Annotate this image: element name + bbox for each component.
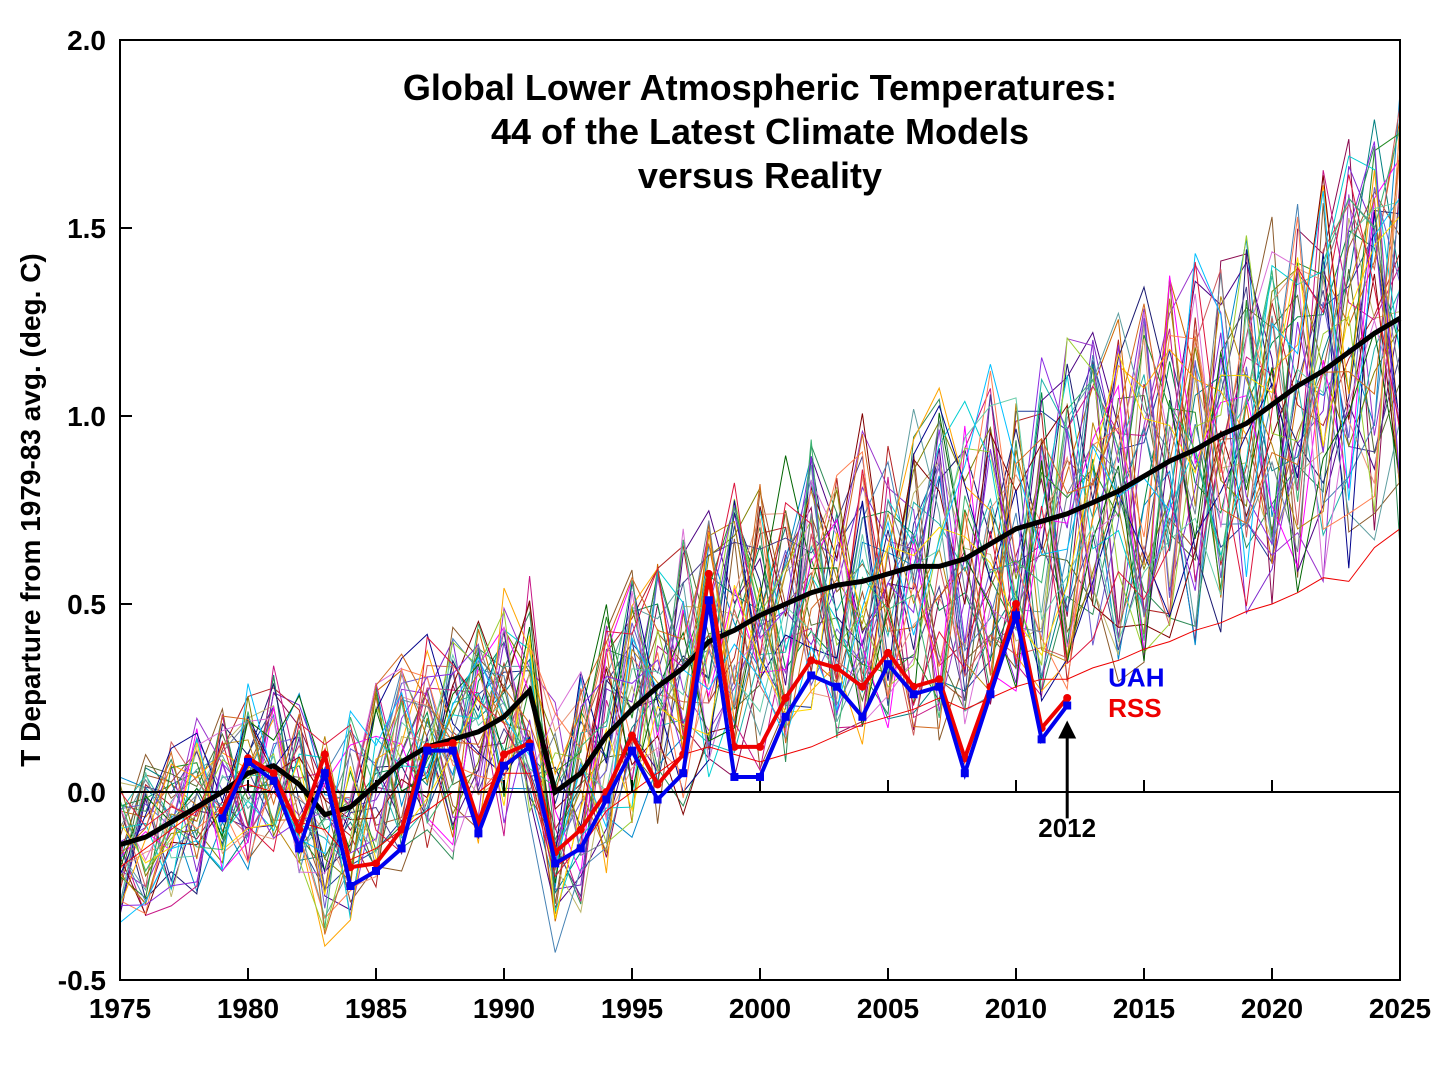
uah-marker (321, 769, 329, 777)
y-tick-label: 1.0 (67, 401, 106, 432)
rss-marker (577, 826, 585, 834)
rss-marker (884, 649, 892, 657)
uah-marker (346, 882, 354, 890)
rss-marker (858, 683, 866, 691)
rss-marker (782, 694, 790, 702)
uah-marker (449, 747, 457, 755)
uah-marker (526, 743, 534, 751)
uah-marker (756, 773, 764, 781)
x-tick-label: 1990 (473, 993, 535, 1024)
rss-marker (628, 732, 636, 740)
x-tick-label: 1985 (345, 993, 407, 1024)
annotation-arrow-head (1058, 721, 1076, 739)
uah-marker (218, 814, 226, 822)
rss-marker (1063, 694, 1071, 702)
rss-marker (705, 570, 713, 578)
uah-marker (679, 769, 687, 777)
chart-container: 1975 1980 1985 1990 1995 2000 2005 2010 2015 2020… (0, 0, 1440, 1080)
x-tick-label: 2020 (1241, 993, 1303, 1024)
rss-marker (500, 750, 508, 758)
model-lines-group (120, 93, 1400, 953)
uah-marker (398, 844, 406, 852)
x-tick-label: 2025 (1369, 993, 1431, 1024)
x-tick-label: 2010 (985, 993, 1047, 1024)
uah-marker (807, 671, 815, 679)
chart-title-line: 44 of the Latest Climate Models (491, 111, 1029, 152)
uah-marker (1012, 611, 1020, 619)
rss-marker (807, 656, 815, 664)
rss-marker (1012, 600, 1020, 608)
uah-marker (474, 829, 482, 837)
uah-marker (551, 859, 559, 867)
chart-title-line: versus Reality (638, 155, 882, 196)
uah-marker (270, 777, 278, 785)
uah-marker (500, 762, 508, 770)
uah-marker (858, 713, 866, 721)
model-line (120, 199, 1400, 952)
rss-marker (295, 826, 303, 834)
uah-marker (782, 713, 790, 721)
rss-marker (833, 664, 841, 672)
rss-marker (270, 769, 278, 777)
x-tick-label: 1995 (601, 993, 663, 1024)
rss-marker (756, 743, 764, 751)
y-tick-label: 0.0 (67, 777, 106, 808)
rss-marker (935, 675, 943, 683)
x-tick-label: 2005 (857, 993, 919, 1024)
y-tick-label: 1.5 (67, 213, 106, 244)
uah-marker (705, 596, 713, 604)
uah-marker (244, 758, 252, 766)
x-tick-label: 1975 (89, 993, 151, 1024)
rss-marker (654, 780, 662, 788)
uah-marker (730, 773, 738, 781)
x-tick-label: 2015 (1113, 993, 1175, 1024)
rss-marker (321, 750, 329, 758)
uah-marker (1063, 702, 1071, 710)
uah-marker (295, 844, 303, 852)
x-tick-label: 2000 (729, 993, 791, 1024)
uah-marker (935, 683, 943, 691)
rss-marker (449, 739, 457, 747)
x-tick-label: 1980 (217, 993, 279, 1024)
chart-title-line: Global Lower Atmospheric Temperatures: (403, 67, 1117, 108)
uah-marker (961, 769, 969, 777)
uah-marker (833, 683, 841, 691)
uah-marker (910, 690, 918, 698)
y-tick-label: 0.5 (67, 589, 106, 620)
uah-marker (628, 747, 636, 755)
rss-label: RSS (1108, 693, 1161, 723)
y-tick-label: 2.0 (67, 25, 106, 56)
uah-marker (654, 796, 662, 804)
uah-marker (372, 867, 380, 875)
y-axis-title: T Departure from 1979-83 avg. (deg. C) (15, 253, 46, 766)
uah-marker (577, 844, 585, 852)
uah-marker (423, 747, 431, 755)
y-tick-label: -0.5 (58, 965, 106, 996)
uah-marker (602, 796, 610, 804)
annotation-text: 2012 (1038, 813, 1096, 843)
uah-label: UAH (1108, 663, 1164, 693)
uah-marker (884, 660, 892, 668)
climate-chart: 1975 1980 1985 1990 1995 2000 2005 2010 2015 2020… (0, 0, 1440, 1080)
uah-marker (986, 690, 994, 698)
uah-marker (1038, 735, 1046, 743)
